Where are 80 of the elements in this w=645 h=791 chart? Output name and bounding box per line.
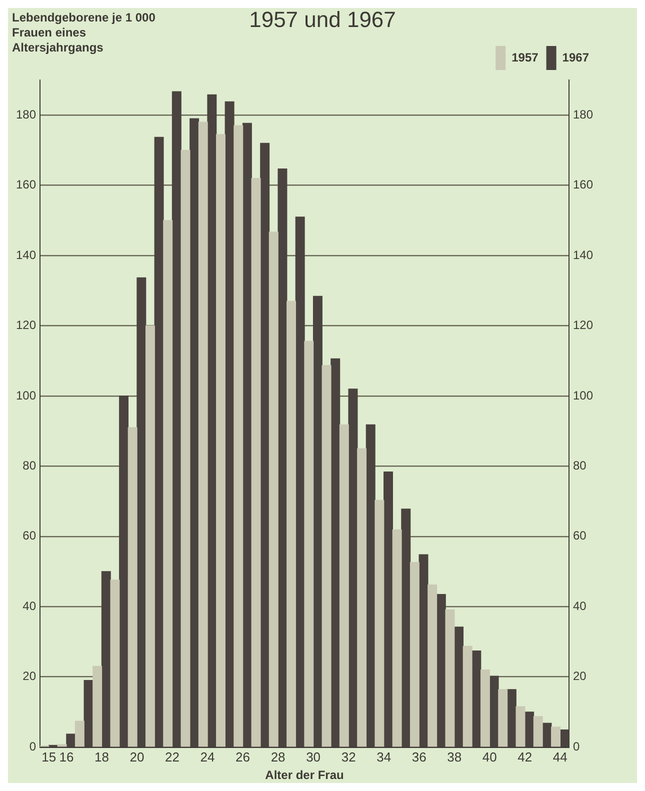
bar — [268, 232, 278, 747]
x-tick-label: 24 — [200, 749, 215, 764]
x-tick-label: 36 — [412, 749, 426, 764]
bar — [357, 448, 367, 747]
y-tick-label: 20 — [22, 669, 36, 684]
bar — [322, 365, 332, 747]
bar — [92, 666, 102, 747]
bar — [74, 720, 84, 747]
bar — [480, 669, 490, 747]
bar — [384, 471, 393, 747]
bar — [57, 744, 67, 747]
bar — [533, 716, 543, 747]
x-axis-title: Alter der Frau — [265, 768, 344, 782]
y2-tick-label: 40 — [572, 598, 587, 613]
y-tick-label: 100 — [16, 388, 36, 402]
y2-tick-label: 160 — [572, 178, 594, 192]
y2-tick-label: 20 — [572, 669, 587, 684]
y2-tick-label: 120 — [572, 318, 594, 332]
x-tick-label: 15 — [42, 749, 56, 764]
bar — [312, 296, 322, 747]
bar — [428, 584, 438, 747]
bar — [551, 726, 560, 747]
x-tick-label: 26 — [236, 749, 250, 764]
y-tick-label: 120 — [16, 318, 36, 332]
legend-label: 1957 — [512, 50, 539, 64]
legend-label: 1967 — [562, 50, 590, 64]
bar — [190, 118, 200, 747]
x-tick-label: 38 — [447, 749, 462, 764]
bar — [145, 325, 155, 747]
bar — [163, 220, 173, 747]
x-tick-label: 40 — [482, 749, 497, 764]
bar — [374, 500, 384, 747]
bar — [119, 396, 129, 747]
x-tick-label: 42 — [518, 749, 532, 764]
bar — [445, 609, 455, 747]
bar — [216, 134, 226, 747]
x-tick-label: 32 — [341, 749, 356, 764]
y-tick-label: 160 — [16, 178, 36, 192]
y2-tick-label: 80 — [572, 458, 587, 472]
bar — [242, 122, 252, 747]
x-tick-label: 28 — [270, 749, 286, 764]
y2-tick-label: 100 — [572, 388, 594, 402]
x-tick-label: 20 — [130, 749, 144, 764]
x-tick-label: 16 — [59, 749, 74, 764]
bar — [516, 706, 526, 747]
bar — [339, 424, 349, 747]
chart-title: 1957 und 1967 — [249, 7, 396, 32]
bar — [524, 712, 534, 747]
y-tick-label: 60 — [22, 528, 36, 543]
y-tick-label: 40 — [22, 598, 36, 613]
y-tick-label: 180 — [16, 107, 36, 122]
bar — [128, 427, 138, 747]
bar — [462, 646, 472, 747]
y2-tick-label: 140 — [572, 248, 594, 262]
x-tick-label: 18 — [94, 749, 109, 764]
y-tick-label: 0 — [29, 739, 36, 754]
x-tick-label: 22 — [165, 749, 180, 764]
y-tick-label: 80 — [22, 458, 36, 472]
y2-tick-label: 180 — [572, 107, 594, 122]
bar — [251, 178, 261, 747]
y-tick-label: 140 — [16, 248, 36, 262]
bar — [180, 150, 190, 747]
bar — [234, 125, 244, 747]
y2-tick-label: 60 — [572, 528, 587, 543]
bar — [454, 626, 464, 747]
y2-tick-label: 0 — [572, 739, 580, 754]
y-axis-title: Lebendgeborene je 1 000 Frauen eines Altersjahrgangs — [12, 10, 156, 54]
x-tick-label: 30 — [306, 749, 321, 764]
bar — [110, 580, 120, 747]
bar — [560, 729, 569, 747]
bar — [198, 122, 208, 747]
x-tick-label: 34 — [376, 749, 392, 764]
bar — [410, 562, 420, 747]
bar — [392, 529, 402, 747]
bar — [498, 689, 508, 747]
bar — [286, 300, 296, 747]
bar — [506, 689, 516, 747]
bar — [66, 734, 76, 747]
bar — [304, 340, 314, 747]
x-tick-label: 44 — [552, 749, 568, 764]
